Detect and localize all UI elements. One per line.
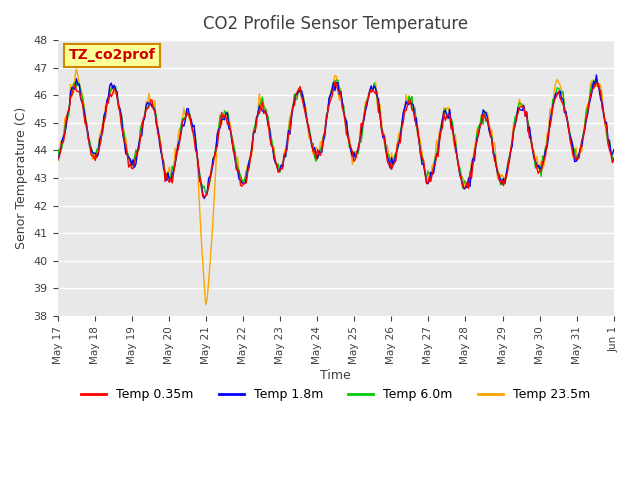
Y-axis label: Senor Temperature (C): Senor Temperature (C)	[15, 107, 28, 249]
Title: CO2 Profile Sensor Temperature: CO2 Profile Sensor Temperature	[203, 15, 468, 33]
Text: TZ_co2prof: TZ_co2prof	[68, 48, 156, 62]
X-axis label: Time: Time	[320, 369, 351, 382]
Legend: Temp 0.35m, Temp 1.8m, Temp 6.0m, Temp 23.5m: Temp 0.35m, Temp 1.8m, Temp 6.0m, Temp 2…	[77, 383, 595, 406]
